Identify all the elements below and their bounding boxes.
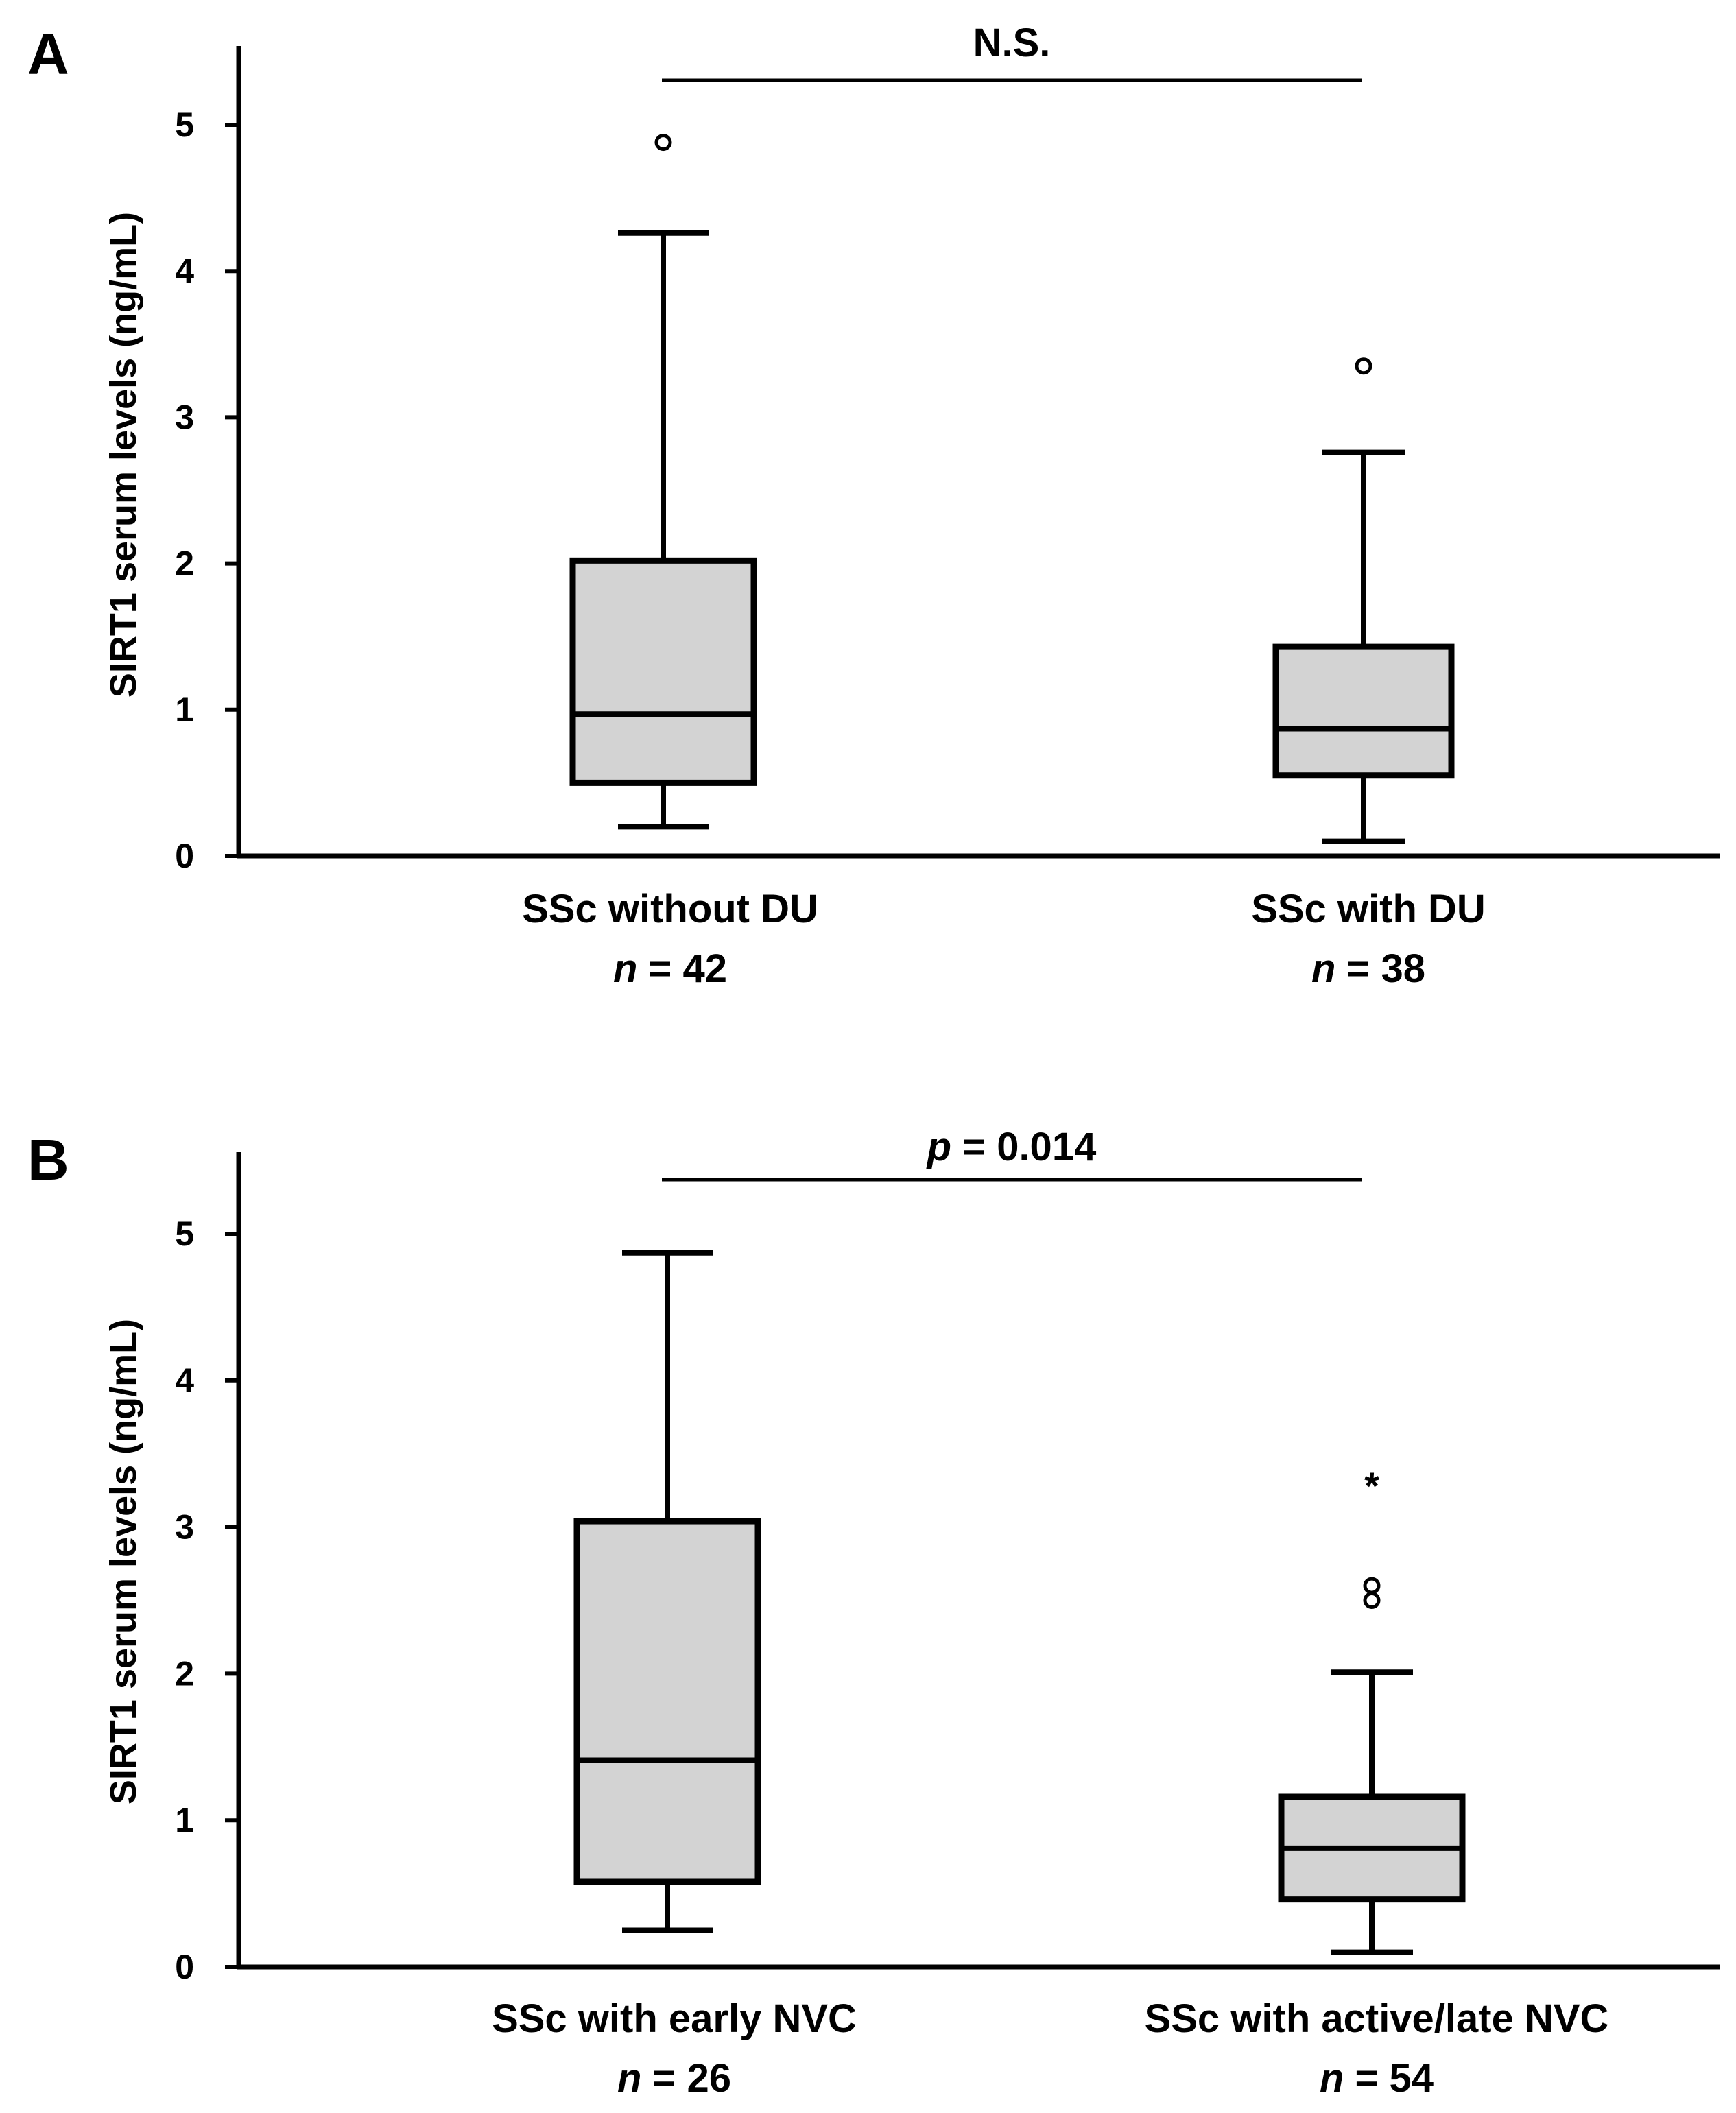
panel-b-group-2-outlier-1: * [1364, 1464, 1379, 1507]
panel-b-category-label-1: SSc with early NVC [492, 1996, 857, 2041]
panel-b-y-tick-label: 2 [175, 1654, 194, 1693]
panel-b-y-tick-label: 0 [175, 1948, 194, 1986]
panel-a-category-label-1: SSc without DU [522, 887, 818, 931]
panel-b-y-axis-label: SIRT1 serum levels (ng/mL) [103, 1319, 144, 1804]
panel-a-y-tick-label: 2 [175, 545, 194, 583]
panel-b-significance-label: p = 0.014 [926, 1125, 1097, 1169]
panel-a-significance-label: N.S. [973, 21, 1051, 65]
panel-b-y-tick-label: 3 [175, 1508, 194, 1547]
panel-a-letter: A [27, 22, 69, 86]
panel-b-group-2-outlier-2 [1363, 1577, 1381, 1595]
panel-a: A SIRT1 serum levels (ng/mL) 0 1 2 3 4 5 N.S.… [27, 21, 1720, 991]
panel-a-y-ticks: 0 1 2 3 4 5 [175, 106, 239, 875]
panel-a-n-label-1: n = 42 [613, 946, 727, 991]
panel-a-y-tick-label: 4 [175, 252, 194, 290]
panel-b-y-ticks: 0 1 2 3 4 5 [175, 1215, 239, 1986]
panel-b-y-tick-label: 4 [175, 1361, 194, 1400]
panel-b-y-tick-label: 5 [175, 1215, 194, 1253]
panel-b-n-label-2: n = 54 [1320, 2056, 1434, 2101]
panel-a-y-tick-label: 0 [175, 837, 194, 875]
panel-a-y-tick-label: 1 [175, 691, 194, 729]
panel-b-box-active-late-nvc: * [1278, 1464, 1466, 1955]
panel-b-category-label-2: SSc with active/late NVC [1145, 1996, 1609, 2041]
panel-b-letter: B [27, 1127, 69, 1192]
panel-b-n-label-1: n = 26 [617, 2056, 731, 2101]
panel-b: B SIRT1 serum levels (ng/mL) 0 1 2 3 4 5 p = … [27, 1125, 1720, 2101]
panel-a-y-axis-label: SIRT1 serum levels (ng/mL) [103, 212, 144, 697]
panel-a-category-label-2: SSc with DU [1251, 887, 1486, 931]
panel-a-y-tick-label: 3 [175, 398, 194, 436]
panel-a-group-1-iqr-box [569, 557, 757, 786]
panel-a-group-1-outlier-1 [654, 134, 672, 152]
panel-a-group-2-outlier-1 [1355, 357, 1372, 375]
panel-b-group-2-outlier-3 [1363, 1592, 1381, 1609]
panel-b-y-tick-label: 1 [175, 1801, 194, 1839]
panel-a-n-label-2: n = 38 [1311, 946, 1425, 991]
panel-b-box-early-nvc [573, 1250, 761, 1933]
panel-a-group-2-iqr-box [1272, 643, 1455, 779]
panel-b-group-1-iqr-box [573, 1518, 761, 1885]
panel-a-box-ssc-with-du [1272, 357, 1455, 844]
panel-a-box-ssc-without-du [569, 134, 757, 830]
panel-a-y-tick-label: 5 [175, 106, 194, 144]
